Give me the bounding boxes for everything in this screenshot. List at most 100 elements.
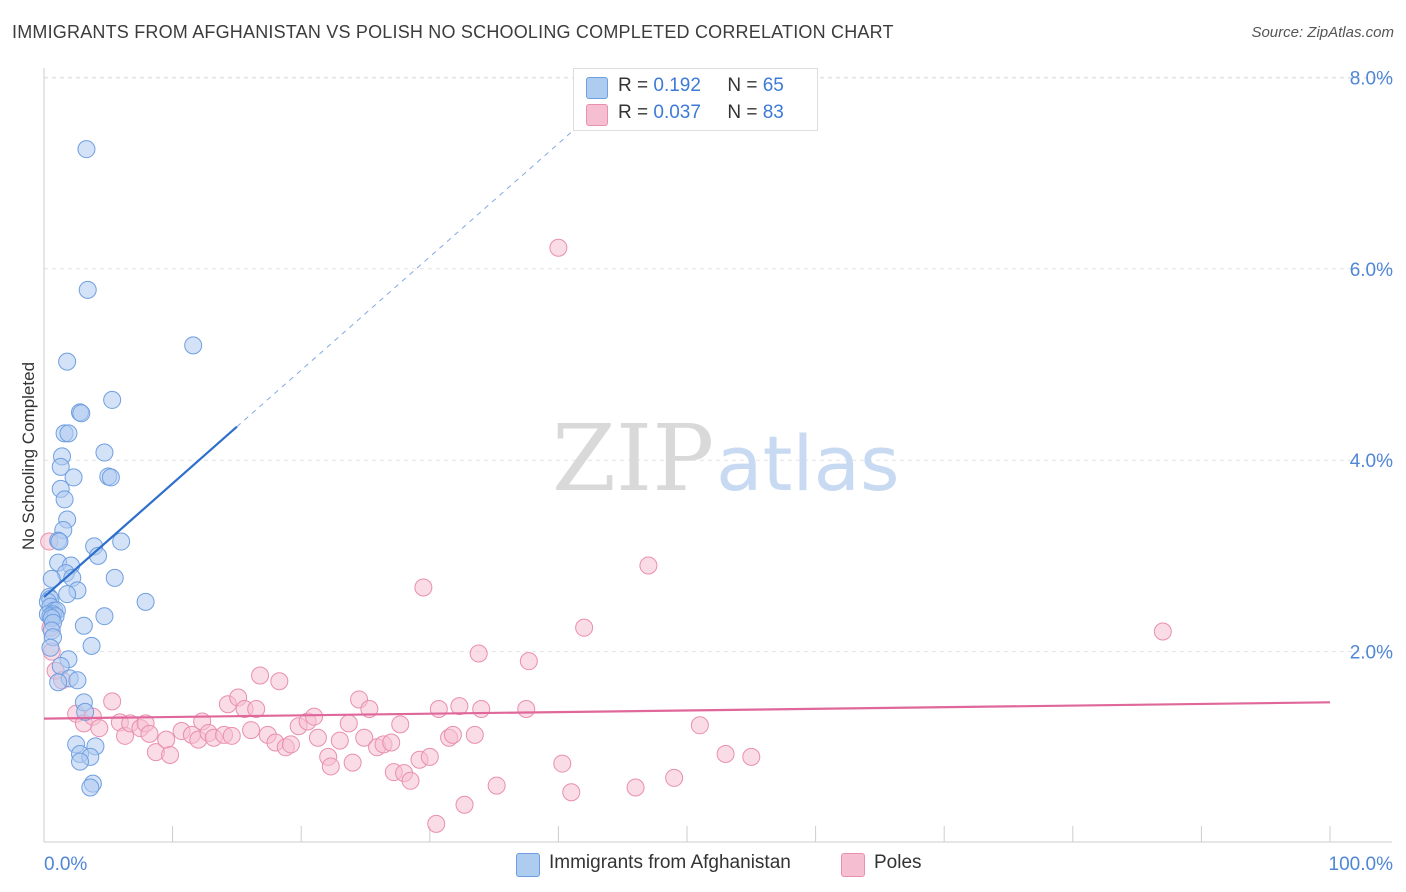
- poles-point: [716, 744, 735, 763]
- poles-point: [690, 716, 709, 735]
- afghanistan-point: [105, 568, 124, 587]
- poles-point: [161, 745, 180, 764]
- poles-point: [517, 700, 536, 719]
- pink-swatch-icon: [586, 104, 608, 126]
- poles-point: [90, 719, 109, 738]
- poles-point: [472, 700, 491, 719]
- poles-point: [339, 714, 358, 733]
- y-axis-label: No Schooling Completed: [19, 362, 38, 550]
- afghanistan-point: [58, 585, 77, 604]
- afghanistan-point: [55, 490, 74, 509]
- afghanistan-point: [59, 424, 78, 443]
- poles-point: [465, 725, 484, 744]
- poles-point: [549, 238, 568, 257]
- poles-point: [487, 776, 506, 795]
- n-label: N =: [727, 75, 758, 96]
- blue-swatch-icon: [516, 853, 540, 877]
- afghanistan-point: [101, 468, 120, 487]
- poles-point: [742, 747, 761, 766]
- afghanistan-point: [95, 443, 114, 462]
- n-label: N =: [727, 102, 758, 123]
- afghanistan-point: [77, 140, 96, 159]
- chart-title: IMMIGRANTS FROM AFGHANISTAN VS POLISH NO…: [12, 22, 894, 42]
- poles-point: [305, 707, 324, 726]
- poles-point: [414, 578, 433, 597]
- n-value-poles: 83: [762, 102, 784, 123]
- afghanistan-point: [71, 752, 90, 771]
- afghanistan-point: [64, 468, 83, 487]
- source-label: Source: ZipAtlas.com: [1251, 24, 1394, 41]
- poles-point: [401, 771, 420, 790]
- poles-point: [429, 700, 448, 719]
- afghanistan-point: [42, 569, 61, 588]
- afghanistan-points: [38, 140, 203, 797]
- poles-point: [222, 726, 241, 745]
- poles-point: [469, 644, 488, 663]
- afghanistan-point: [41, 638, 60, 657]
- pink-swatch-icon: [841, 853, 865, 877]
- afghanistan-point: [50, 532, 69, 551]
- poles-point: [450, 697, 469, 716]
- poles-point: [270, 672, 289, 691]
- poles-point: [321, 757, 340, 776]
- poles-point: [308, 728, 327, 747]
- afghanistan-point: [68, 671, 87, 690]
- afghanistan-point: [58, 352, 77, 371]
- watermark-atlas: atlas: [716, 419, 900, 508]
- watermark-zip: ZIP: [552, 405, 714, 512]
- y-tick-label: 4.0%: [1350, 451, 1393, 472]
- poles-point: [420, 747, 439, 766]
- x-tick-label: 100.0%: [1329, 854, 1394, 875]
- afghanistan-trend-extension: [236, 86, 624, 428]
- afghanistan-point: [51, 457, 70, 476]
- afghanistan-point: [95, 607, 114, 626]
- afghanistan-point: [72, 404, 91, 423]
- afghanistan-point: [82, 636, 101, 655]
- x-tick-label: 0.0%: [44, 854, 87, 875]
- watermark: ZIP atlas: [552, 405, 900, 512]
- poles-point: [639, 556, 658, 575]
- poles-point: [519, 652, 538, 671]
- r-value-afghanistan: 0.192: [653, 75, 701, 96]
- poles-point: [443, 725, 462, 744]
- poles-points: [40, 238, 1172, 833]
- r-label: R =: [618, 75, 649, 96]
- afghanistan-point: [81, 778, 100, 797]
- y-tick-label: 2.0%: [1350, 643, 1393, 664]
- poles-point: [140, 724, 159, 743]
- afghanistan-trend-line: [43, 425, 238, 598]
- afghanistan-point: [74, 616, 93, 635]
- poles-point: [427, 814, 446, 833]
- tick-labels: 2.0% 4.0% 6.0% 8.0% 0.0% 100.0%: [44, 68, 1393, 875]
- legend-label-poles: Poles: [874, 852, 922, 873]
- afghanistan-point: [112, 532, 131, 551]
- poles-point: [355, 728, 374, 747]
- poles-trend-line: [43, 701, 1331, 720]
- blue-swatch-icon: [586, 77, 608, 99]
- poles-point: [157, 730, 176, 749]
- grid-lines: [44, 76, 1392, 653]
- poles-point: [391, 715, 410, 734]
- poles-point: [360, 700, 379, 719]
- poles-point: [1153, 622, 1172, 641]
- poles-point: [330, 731, 349, 750]
- y-tick-label: 6.0%: [1350, 260, 1393, 281]
- poles-point: [575, 618, 594, 637]
- poles-point: [247, 700, 266, 719]
- poles-point: [626, 778, 645, 797]
- legend-label-afghanistan: Immigrants from Afghanistan: [549, 852, 791, 873]
- poles-point: [382, 733, 401, 752]
- r-label: R =: [618, 102, 649, 123]
- correlation-legend: R = 0.192 N = 65 R = 0.037 N = 83: [573, 68, 818, 131]
- poles-point: [455, 795, 474, 814]
- poles-point: [251, 666, 270, 685]
- poles-point: [553, 754, 572, 773]
- afghanistan-point: [78, 280, 97, 299]
- afghanistan-point: [103, 390, 122, 409]
- axes: [43, 68, 1392, 843]
- trend-lines: [43, 86, 1331, 720]
- r-value-poles: 0.037: [653, 102, 701, 123]
- n-value-afghanistan: 65: [762, 75, 784, 96]
- afghanistan-point: [136, 592, 155, 611]
